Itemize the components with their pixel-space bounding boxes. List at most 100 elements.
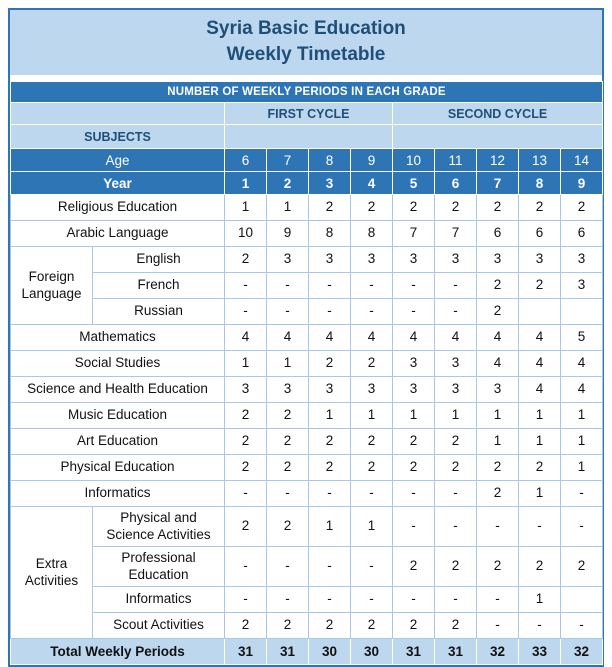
period-value: - <box>559 612 604 640</box>
period-value: 3 <box>308 246 351 274</box>
period-value: 2 <box>350 428 393 456</box>
period-value <box>518 298 561 326</box>
period-value: 1 <box>559 454 604 482</box>
cycle-row: FIRST CYCLE SECOND CYCLE <box>10 102 604 126</box>
period-value: 3 <box>350 376 393 404</box>
second-cycle-header: SECOND CYCLE <box>391 102 604 126</box>
subject-label: Science and Health Education <box>10 376 225 404</box>
period-value: 4 <box>476 324 519 352</box>
period-value <box>559 586 604 614</box>
period-value: - <box>350 298 393 326</box>
subject-row: Russian - - - - - -2 <box>11 298 604 326</box>
period-value: - <box>224 272 267 300</box>
timetable-table: NUMBER OF WEEKLY PERIODS IN EACH GRADE F… <box>9 81 604 666</box>
subject-row: Informatics - - - - - -2 1- <box>10 480 604 508</box>
subject-label: Informatics <box>10 480 225 508</box>
period-value: - <box>434 586 477 614</box>
period-value: - <box>518 506 561 548</box>
period-value: 8 <box>308 220 351 248</box>
period-value: 2 <box>224 454 267 482</box>
year-value: 1 <box>224 171 267 196</box>
subject-label: Scout Activities <box>92 612 225 640</box>
title-line-2: Weekly Timetable <box>226 43 386 65</box>
period-value: 2 <box>266 612 309 640</box>
period-value: 4 <box>518 376 561 404</box>
subject-row: Music Education 2 2 1 1 1 1 1 1 1 <box>10 402 604 430</box>
subjects-row-spacer-second-cycle <box>391 124 604 150</box>
year-value: 4 <box>350 171 393 196</box>
period-value: 2 <box>350 194 393 222</box>
period-value: 3 <box>392 376 435 404</box>
year-value: 7 <box>476 171 519 196</box>
subject-label: Religious Education <box>10 194 225 222</box>
period-value <box>559 298 604 326</box>
period-value: 3 <box>434 376 477 404</box>
year-value: 3 <box>308 171 351 196</box>
age-value: 6 <box>224 148 267 173</box>
period-value: 6 <box>518 220 561 248</box>
period-value: 1 <box>559 428 604 456</box>
period-value: 2 <box>392 546 435 588</box>
period-value: - <box>350 272 393 300</box>
total-value: 30 <box>308 638 351 666</box>
period-value: 3 <box>266 376 309 404</box>
period-value: 2 <box>559 546 604 588</box>
period-value: 3 <box>476 246 519 274</box>
period-value: - <box>308 298 351 326</box>
period-value: 1 <box>266 194 309 222</box>
period-value: - <box>476 586 519 614</box>
period-value: 3 <box>392 350 435 378</box>
period-value: 2 <box>266 454 309 482</box>
period-value: 4 <box>224 324 267 352</box>
period-value: 2 <box>476 194 519 222</box>
total-value: 30 <box>350 638 393 666</box>
period-value: 2 <box>308 612 351 640</box>
group-label: Foreign Language <box>10 246 93 326</box>
period-value: 3 <box>392 246 435 274</box>
period-value: - <box>559 480 604 508</box>
period-value: 2 <box>434 428 477 456</box>
period-value: 3 <box>559 272 604 300</box>
subjects-header: SUBJECTS <box>10 124 225 150</box>
period-value: 2 <box>350 454 393 482</box>
period-value: 6 <box>559 220 604 248</box>
period-value: - <box>476 506 519 548</box>
period-value: - <box>308 586 351 614</box>
period-value: 2 <box>350 612 393 640</box>
period-value: - <box>350 480 393 508</box>
age-value: 10 <box>392 148 435 173</box>
period-value: 8 <box>350 220 393 248</box>
period-value: - <box>392 506 435 548</box>
year-value: 2 <box>266 171 309 196</box>
subject-row: Art Education 2 2 2 2 2 2 1 1 1 <box>10 428 604 456</box>
period-value: 1 <box>434 402 477 430</box>
period-value: 2 <box>434 454 477 482</box>
period-value: 3 <box>518 246 561 274</box>
subject-row: Mathematics 4 4 4 4 4 4 4 4 5 <box>10 324 604 352</box>
age-value: 14 <box>559 148 604 173</box>
period-value: - <box>434 506 477 548</box>
period-value: 2 <box>434 546 477 588</box>
age-value: 12 <box>476 148 519 173</box>
period-value: 3 <box>476 376 519 404</box>
period-value: 2 <box>266 506 309 548</box>
period-value: 1 <box>518 402 561 430</box>
subject-row: Professional Education - - - -2 2 2 2 2 <box>11 546 604 588</box>
subject-row: Foreign Language English 2 3 3 3 3 3 3 3 3 <box>10 246 604 326</box>
period-value: - <box>266 546 309 588</box>
period-value: 4 <box>559 376 604 404</box>
subject-row: Informatics - - - - - - -1 <box>11 586 604 614</box>
period-value: - <box>518 612 561 640</box>
period-value: - <box>392 480 435 508</box>
period-value: 4 <box>518 324 561 352</box>
total-value: 32 <box>476 638 519 666</box>
period-value: 1 <box>224 350 267 378</box>
period-value: 9 <box>266 220 309 248</box>
period-value: 2 <box>392 428 435 456</box>
period-value: - <box>224 546 267 588</box>
period-value: 2 <box>476 480 519 508</box>
period-value: 2 <box>350 350 393 378</box>
period-value: 4 <box>476 350 519 378</box>
